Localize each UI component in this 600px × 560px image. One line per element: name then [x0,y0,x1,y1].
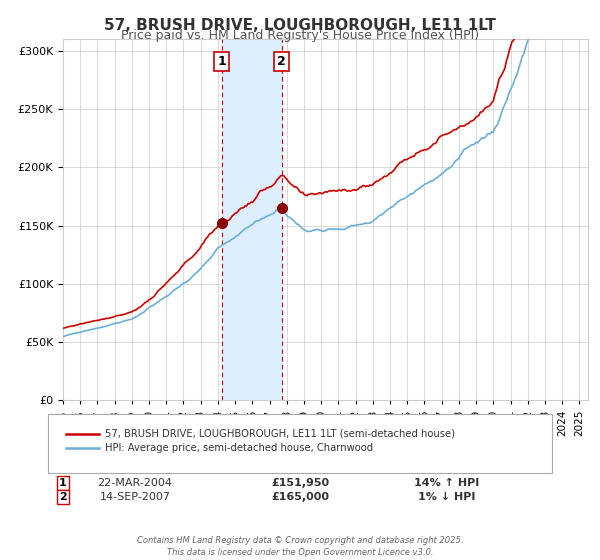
Text: 1% ↓ HPI: 1% ↓ HPI [418,492,476,502]
Text: Contains HM Land Registry data © Crown copyright and database right 2025.
This d: Contains HM Land Registry data © Crown c… [137,536,463,557]
Bar [222,39,282,400]
Text: 14-SEP-2007: 14-SEP-2007 [100,492,170,502]
Text: £151,950: £151,950 [271,478,329,488]
Text: 22-MAR-2004: 22-MAR-2004 [97,478,173,488]
Text: 2: 2 [59,492,67,502]
Text: Price paid vs. HM Land Registry's House Price Index (HPI): Price paid vs. HM Land Registry's House … [121,29,479,42]
Text: £165,000: £165,000 [271,492,329,502]
Text: 2: 2 [277,55,286,68]
Text: 1: 1 [59,478,67,488]
Text: 1: 1 [217,55,226,68]
Text: 57, BRUSH DRIVE, LOUGHBOROUGH, LE11 1LT: 57, BRUSH DRIVE, LOUGHBOROUGH, LE11 1LT [104,18,496,33]
Text: 57, BRUSH DRIVE, LOUGHBOROUGH, LE11 1LT (semi-detached house): 57, BRUSH DRIVE, LOUGHBOROUGH, LE11 1LT … [105,429,455,439]
Text: HPI: Average price, semi-detached house, Charnwood: HPI: Average price, semi-detached house,… [105,443,373,453]
Text: 14% ↑ HPI: 14% ↑ HPI [415,478,479,488]
